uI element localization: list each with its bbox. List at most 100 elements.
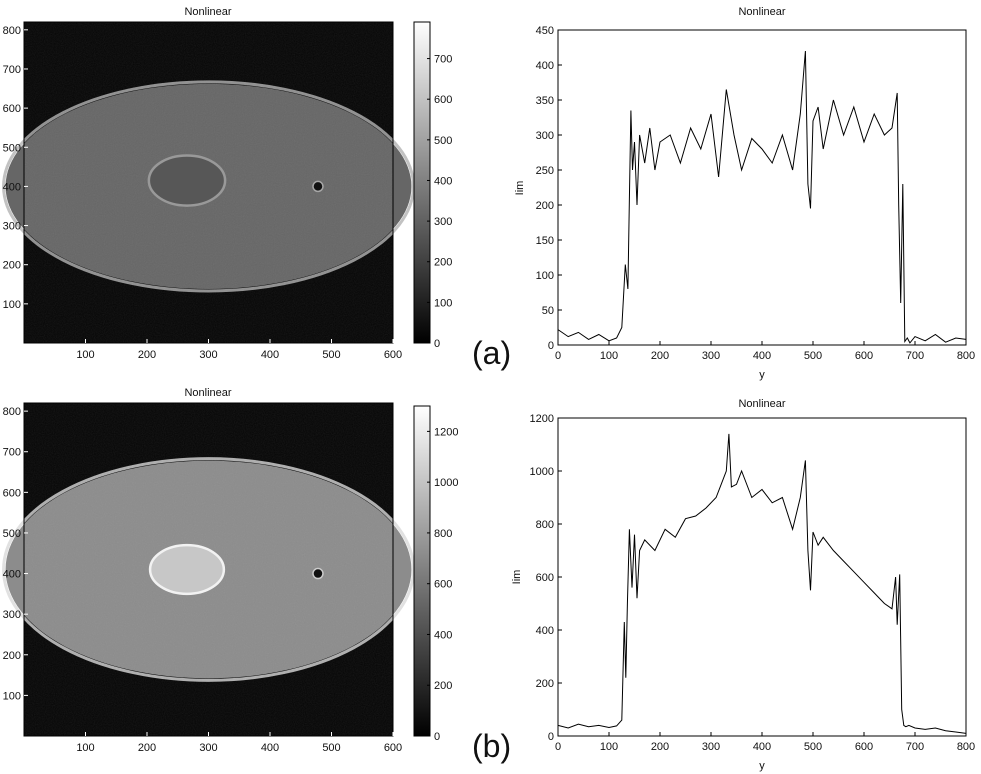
image-title-a: Nonlinear <box>184 6 231 18</box>
chart-x-tick-label: 0 <box>555 350 561 362</box>
image-x-tick-label: 300 <box>199 742 217 754</box>
intensity-image-a: Nonlinear 100 200 300 400 500 600 100 200 300 40… <box>2 6 415 361</box>
colorbar-tick-label: 600 <box>434 579 452 591</box>
image-y-ticks-b: 100 200 300 400 500 600 700 800 <box>3 406 28 702</box>
colorbar-tick-label: 700 <box>434 54 452 66</box>
chart-x-tick-label: 300 <box>702 350 720 362</box>
image-y-tick-label: 800 <box>3 406 21 418</box>
y-axis-label-a: Iim <box>514 181 526 196</box>
chart-x-tick-label: 600 <box>855 741 873 753</box>
chart-y-ticks-b: 0 200 400 600 800 1000 1200 <box>530 413 562 743</box>
chart-y-tick-label: 600 <box>536 572 554 584</box>
image-x-tick-label: 200 <box>138 742 156 754</box>
chart-x-tick-label: 600 <box>855 350 873 362</box>
image-y-tick-label: 700 <box>3 447 21 459</box>
image-x-tick-label: 400 <box>261 349 279 361</box>
chart-x-tick-label: 500 <box>804 741 822 753</box>
chart-x-tick-label: 800 <box>957 350 975 362</box>
colorbar-tick-label: 500 <box>434 135 452 147</box>
colorbar-tick-label: 200 <box>434 257 452 269</box>
chart-x-tick-label: 500 <box>804 350 822 362</box>
panel-label-a: (a) <box>472 335 511 371</box>
panel-b: Nonlinear 100 200 300 400 500 600 100 200 300 40… <box>2 387 975 772</box>
chart-x-tick-label: 200 <box>651 350 669 362</box>
chart-y-ticks-a: 0 50 100 150 200 250 300 350 400 450 <box>536 25 562 352</box>
image-x-tick-label: 600 <box>384 349 402 361</box>
chart-y-tick-label: 1000 <box>530 466 554 478</box>
chart-x-ticks-b: 0 100 200 300 400 500 600 700 800 <box>555 732 975 753</box>
x-axis-label-b: y <box>759 760 765 772</box>
chart-y-tick-label: 350 <box>536 95 554 107</box>
x-axis-label-a: y <box>759 369 765 381</box>
chart-y-tick-label: 200 <box>536 200 554 212</box>
intensity-image-b: Nonlinear 100 200 300 400 500 600 100 200 300 40… <box>2 387 415 754</box>
image-x-tick-label: 100 <box>76 349 94 361</box>
image-x-tick-label: 500 <box>322 742 340 754</box>
colorbar-tick-label: 1000 <box>434 477 458 489</box>
colorbar-ticks-a: 0 100 200 300 400 500 600 700 <box>427 54 452 350</box>
colorbar-gradient-a <box>413 21 431 344</box>
line-chart-a: Nonlinear 0 100 200 300 400 500 600 700 800 0 50 1… <box>514 6 975 381</box>
colorbar-b: 0 200 400 600 800 1000 1200 <box>413 405 458 743</box>
image-x-tick-label: 300 <box>199 349 217 361</box>
colorbar-tick-label: 300 <box>434 216 452 228</box>
chart-x-tick-label: 700 <box>906 741 924 753</box>
colorbar-tick-label: 0 <box>434 731 440 743</box>
colorbar-tick-label: 400 <box>434 175 452 187</box>
chart-y-tick-label: 50 <box>542 305 554 317</box>
image-y-tick-label: 500 <box>3 528 21 540</box>
chart-x-tick-label: 800 <box>957 741 975 753</box>
y-axis-label-b: Iim <box>511 570 523 585</box>
colorbar-tick-label: 600 <box>434 94 452 106</box>
series-line-a <box>557 50 967 344</box>
chart-y-tick-label: 800 <box>536 519 554 531</box>
image-y-tick-label: 500 <box>3 142 21 154</box>
cell-image-b <box>2 403 415 736</box>
chart-x-tick-label: 100 <box>600 350 618 362</box>
image-y-tick-label: 400 <box>3 569 21 581</box>
chart-y-tick-label: 300 <box>536 130 554 142</box>
panel-label-b: (b) <box>472 728 511 764</box>
image-x-tick-label: 400 <box>261 742 279 754</box>
chart-x-tick-label: 400 <box>753 741 771 753</box>
colorbar-tick-label: 200 <box>434 680 452 692</box>
image-x-tick-label: 600 <box>384 742 402 754</box>
chart-y-tick-label: 400 <box>536 625 554 637</box>
organelle-dot-a <box>312 180 324 193</box>
colorbar-tick-label: 1200 <box>434 426 458 438</box>
image-y-tick-label: 700 <box>3 64 21 76</box>
image-x-ticks-b: 100 200 300 400 500 600 <box>76 732 402 754</box>
chart-x-tick-label: 700 <box>906 350 924 362</box>
chart-x-tick-label: 200 <box>651 741 669 753</box>
image-x-tick-label: 500 <box>322 349 340 361</box>
chart-y-tick-label: 100 <box>536 270 554 282</box>
colorbar-tick-label: 800 <box>434 528 452 540</box>
image-y-tick-label: 200 <box>3 260 21 272</box>
chart-y-tick-label: 450 <box>536 25 554 37</box>
chart-y-tick-label: 250 <box>536 165 554 177</box>
image-x-tick-label: 100 <box>76 742 94 754</box>
chart-y-tick-label: 0 <box>548 340 554 352</box>
nucleus-b <box>148 543 226 596</box>
image-y-ticks-a: 100 200 300 400 500 600 700 800 <box>3 25 28 311</box>
image-title-b: Nonlinear <box>184 387 231 399</box>
chart-x-ticks-a: 0 100 200 300 400 500 600 700 800 <box>555 341 975 362</box>
line-chart-b: Nonlinear 0 100 200 300 400 500 600 700 800 0 200… <box>511 398 975 772</box>
image-y-tick-label: 600 <box>3 103 21 115</box>
colorbar-tick-label: 100 <box>434 297 452 309</box>
image-y-tick-label: 100 <box>3 690 21 702</box>
chart-y-tick-label: 1200 <box>530 413 554 425</box>
chart-y-tick-label: 200 <box>536 678 554 690</box>
image-y-tick-label: 600 <box>3 487 21 499</box>
organelle-dot-b <box>312 567 324 580</box>
chart-y-tick-label: 0 <box>548 731 554 743</box>
image-y-tick-label: 400 <box>3 181 21 193</box>
image-y-tick-label: 800 <box>3 25 21 37</box>
colorbar-tick-label: 0 <box>434 338 440 350</box>
chart-x-tick-label: 0 <box>555 741 561 753</box>
chart-x-tick-label: 100 <box>600 741 618 753</box>
chart-y-tick-label: 400 <box>536 60 554 72</box>
plot-area-b <box>557 417 967 737</box>
plot-area-a <box>557 29 967 346</box>
